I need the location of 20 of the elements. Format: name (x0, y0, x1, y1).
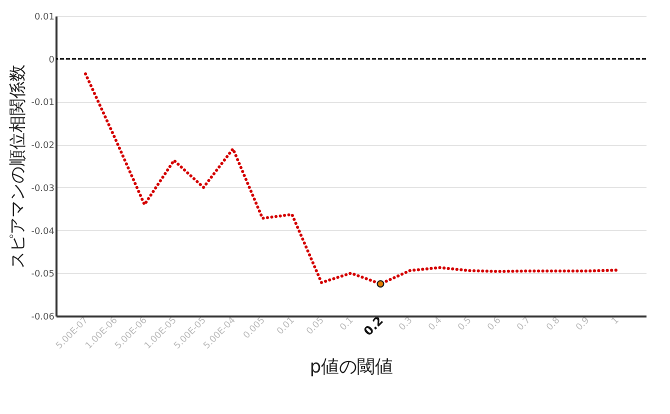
x-tick-label: 0.2 (361, 314, 386, 338)
x-tick-label: 0.7 (516, 316, 533, 333)
y-tick-label: -0.06 (31, 312, 55, 322)
y-axis-title: スピアマンの順位相関係数 (8, 64, 28, 268)
x-tick-label: 0.4 (427, 315, 444, 333)
x-tick-label: 0.8 (545, 315, 562, 333)
x-axis-title: p値の閾値 (310, 356, 394, 378)
y-tick-label: -0.05 (31, 270, 54, 280)
y-tick-label: -0.03 (31, 184, 54, 194)
y-tick-label: 0.01 (34, 12, 54, 22)
x-tick-label: 0.5 (456, 316, 474, 333)
y-tick-label: -0.01 (31, 98, 54, 108)
y-tick-label: -0.02 (31, 141, 54, 152)
x-tick-label: 1 (610, 316, 622, 327)
x-tick-label: 0.6 (486, 315, 504, 333)
y-tick-label: -0.04 (31, 226, 55, 237)
x-tick-label: 0.1 (338, 316, 356, 333)
x-tick-label: 0.9 (574, 315, 592, 333)
x-tick-label: 0.3 (398, 316, 415, 333)
y-tick-label: 0 (48, 55, 55, 66)
